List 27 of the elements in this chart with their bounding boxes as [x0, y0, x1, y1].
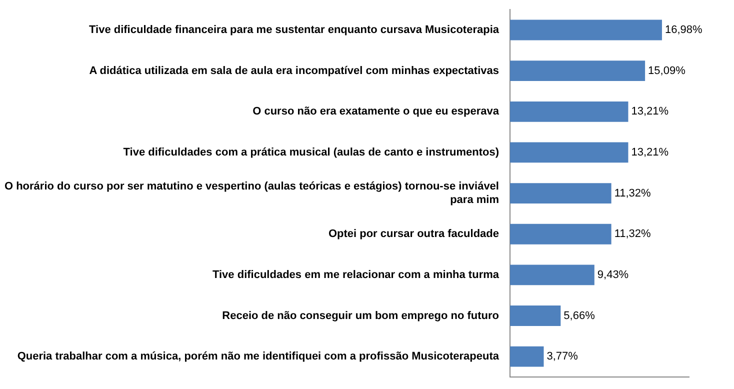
- y-tick-label: Tive dificuldade financeira para me sustentar enquanto cursava Musicoterapia: [89, 24, 500, 36]
- data-label: 13,21%: [631, 146, 669, 159]
- data-label: 5,66%: [564, 310, 596, 322]
- y-tick-label: O horário do curso por ser matutino e vespertino (aulas teóricas e estágios) tornou-se inviável para mim: [4, 180, 500, 206]
- bar: [510, 306, 561, 326]
- data-label: 9,43%: [597, 268, 629, 281]
- bar: [510, 183, 612, 204]
- y-tick-label: O curso não era exatamente o que eu esperava: [252, 106, 500, 118]
- bar: [510, 60, 646, 82]
- y-tick-label: Tive dificuldades em me relacionar com a minha turma: [212, 268, 500, 281]
- data-label: 11,32%: [614, 187, 652, 200]
- y-tick-label: A didática utilizada em sala de aula era incompatível com minhas expectativas: [89, 64, 499, 77]
- bar: [510, 264, 594, 286]
- y-tick-label: Tive dificuldades com a prática musical (aulas de canto e instrumentos): [123, 146, 500, 159]
- bar: [510, 346, 544, 367]
- bar: [510, 20, 662, 40]
- bar: [510, 101, 628, 122]
- data-label: 15,09%: [648, 64, 686, 77]
- data-label: 16,98%: [664, 24, 702, 36]
- data-label: 11,32%: [614, 228, 652, 240]
- y-tick-label: Receio de não conseguir um bom emprego no futuro: [222, 310, 500, 322]
- y-tick-label: Optei por cursar outra faculdade: [328, 228, 499, 240]
- data-label: 13,21%: [631, 106, 669, 118]
- bar: [510, 224, 612, 244]
- data-label: 3,77%: [546, 350, 578, 363]
- y-tick-label: Queria trabalhar com a música, porém não me identifiquei com a profissão Musicoterapeuta: [17, 350, 500, 363]
- bar: [510, 142, 628, 163]
